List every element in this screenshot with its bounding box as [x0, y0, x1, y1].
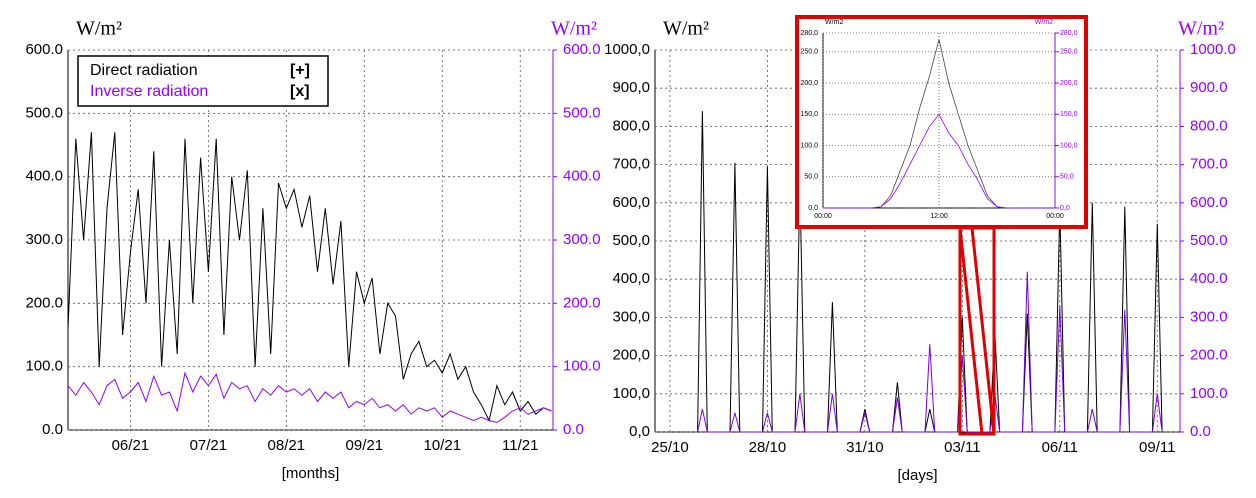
y-tick-label: 200,0	[800, 80, 818, 87]
x-tick-label: 31/10	[846, 439, 884, 456]
legend-marker: [x]	[290, 83, 310, 100]
y2-tick-label: 600.0	[563, 41, 601, 58]
legend-label: Direct radiation	[90, 62, 198, 79]
y2-tick-label: 100.0	[563, 358, 601, 375]
x-tick-label: 07/21	[190, 437, 228, 454]
y-tick-label: 900,0	[612, 79, 650, 96]
legend-label: Inverse radiation	[90, 83, 208, 100]
y2-tick-label: 150,0	[1060, 111, 1078, 118]
unit-label-right: W/m²	[551, 18, 597, 40]
y-tick-label: 100.0	[25, 358, 63, 375]
y-tick-label: 400.0	[25, 168, 63, 185]
y-tick-label: 0,0	[629, 423, 650, 440]
y2-tick-label: 800.0	[1190, 117, 1228, 134]
y2-tick-label: 0.0	[563, 421, 584, 438]
series-line	[67, 132, 552, 422]
y-tick-label: 1000,0	[604, 41, 650, 58]
unit-label-right: W/m²	[1178, 18, 1224, 40]
y2-tick-label: 200.0	[563, 294, 601, 311]
unit-label: W/m²	[76, 18, 122, 40]
y2-tick-label: 500.0	[563, 104, 601, 121]
x-tick-label: 09/21	[346, 437, 384, 454]
series-line	[697, 111, 1163, 433]
y2-tick-label: 400.0	[563, 168, 601, 185]
y2-tick-label: 0.0	[1190, 423, 1211, 440]
legend-marker: [+]	[290, 62, 310, 79]
y-tick-label: 0.0	[42, 421, 63, 438]
x-axis-label: [days]	[897, 467, 937, 484]
y-tick-label: 500,0	[612, 232, 650, 249]
x-tick-label: 00:00	[1046, 213, 1064, 220]
series-line	[697, 271, 1163, 433]
y2-tick-label: 600.0	[1190, 194, 1228, 211]
x-tick-label: 25/10	[651, 439, 689, 456]
y-tick-label: 800,0	[612, 117, 650, 134]
x-tick-label: 28/10	[749, 439, 787, 456]
y-tick-label: 700,0	[612, 156, 650, 173]
y-tick-label: 200.0	[25, 294, 63, 311]
legend-box	[77, 55, 329, 107]
x-tick-label: 12:00	[930, 213, 948, 220]
y-tick-label: 400,0	[612, 270, 650, 287]
highlight-box	[958, 226, 996, 436]
unit-label-right: W/m2	[1035, 19, 1053, 26]
y-tick-label: 0,0	[808, 205, 818, 212]
y-tick-label: 600.0	[25, 41, 63, 58]
y2-tick-label: 50,0	[1060, 174, 1074, 181]
y2-tick-label: 280,0	[1060, 30, 1078, 37]
y-tick-label: 150,0	[800, 111, 818, 118]
y2-tick-label: 100.0	[1190, 385, 1228, 402]
y2-tick-label: 200,0	[1060, 80, 1078, 87]
x-tick-label: 03/11	[944, 439, 980, 456]
x-tick-label: 00:00	[814, 213, 832, 220]
y-tick-label: 50,0	[804, 174, 818, 181]
y-tick-label: 600,0	[612, 194, 650, 211]
x-tick-label: 06/21	[112, 437, 150, 454]
y2-tick-label: 900.0	[1190, 79, 1228, 96]
y2-tick-label: 700.0	[1190, 156, 1228, 173]
inset-frame	[795, 15, 1088, 229]
y2-tick-label: 400.0	[1190, 270, 1228, 287]
y2-tick-label: 1000.0	[1190, 41, 1236, 58]
y2-tick-label: 300.0	[563, 231, 601, 248]
x-tick-label: 09/11	[1139, 439, 1175, 456]
unit-label: W/m2	[825, 19, 843, 26]
unit-label: W/m²	[663, 18, 709, 40]
x-tick-label: 08/21	[268, 437, 306, 454]
y-tick-label: 250,0	[800, 49, 818, 56]
y2-tick-label: 300.0	[1190, 308, 1228, 325]
x-tick-label: 06/11	[1042, 439, 1078, 456]
y2-tick-label: 250,0	[1060, 49, 1078, 56]
x-tick-label: 10/21	[424, 437, 462, 454]
y2-tick-label: 500.0	[1190, 232, 1228, 249]
x-axis-label: [months]	[282, 465, 340, 482]
y2-tick-label: 100,0	[1060, 142, 1078, 149]
y2-tick-label: 0,0	[1060, 205, 1070, 212]
y-tick-label: 300.0	[25, 231, 63, 248]
x-tick-label: 11/21	[502, 437, 538, 454]
y-tick-label: 200,0	[612, 347, 650, 364]
y-tick-label: 280,0	[800, 30, 818, 37]
y-tick-label: 500.0	[25, 104, 63, 121]
y2-tick-label: 200.0	[1190, 347, 1228, 364]
inset: 0,0 50,0 100,0 150,0 200,0 250,0 280,0 0,0 50,0 1…	[800, 19, 1077, 220]
y-tick-label: 100,0	[612, 385, 650, 402]
connector	[958, 226, 996, 436]
charts: 0.0 100.0 200.0 300.0 400.0 500.0 600.0 0.0 100.…	[25, 18, 1235, 484]
series-line	[823, 113, 1055, 209]
y-tick-label: 300,0	[612, 308, 650, 325]
series-line	[67, 371, 552, 423]
y-tick-label: 100,0	[800, 142, 818, 149]
